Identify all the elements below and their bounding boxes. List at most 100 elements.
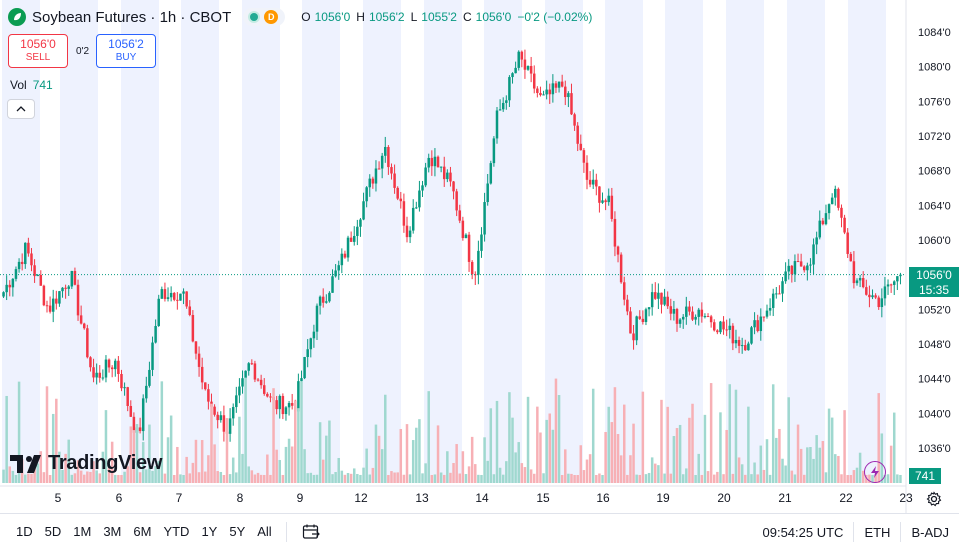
volume-bar <box>396 472 399 483</box>
volume-bar <box>725 429 728 483</box>
candle-body <box>716 330 719 333</box>
range-ytd-button[interactable]: YTD <box>163 524 190 539</box>
candle-body <box>784 271 787 282</box>
candle-body <box>452 181 455 192</box>
volume-bar <box>405 424 409 483</box>
volume-bar <box>253 474 257 483</box>
utc-clock[interactable]: 09:54:25 UTC <box>762 524 844 540</box>
range-6m-button[interactable]: 6M <box>133 524 152 539</box>
volume-legend[interactable]: Vol 741 <box>10 78 53 92</box>
volume-bar <box>433 474 437 483</box>
range-all-button[interactable]: All <box>257 524 272 539</box>
volume-bar <box>67 439 70 483</box>
range-1d-button[interactable]: 1D <box>16 524 33 539</box>
buy-button[interactable]: 1056'2 BUY <box>96 34 156 68</box>
candle-body <box>92 367 95 378</box>
volume-bar <box>740 464 744 483</box>
candle-body <box>300 378 303 382</box>
volume-bar <box>55 398 58 483</box>
range-1y-button[interactable]: 1Y <box>201 524 218 539</box>
volume-bar <box>759 445 763 483</box>
collapse-legend-button[interactable] <box>7 99 35 119</box>
volume-bar <box>818 447 822 483</box>
candle-body <box>48 305 52 312</box>
candle-body <box>297 381 300 412</box>
range-3m-button[interactable]: 3M <box>103 524 122 539</box>
settings-gear-icon[interactable] <box>925 490 943 508</box>
tradingview-logo[interactable]: TradingView <box>10 452 162 475</box>
volume-bar <box>539 432 542 483</box>
lightning-icon[interactable] <box>864 461 886 483</box>
volume-bar <box>17 381 21 483</box>
candle-body <box>405 225 409 238</box>
volume-bar <box>247 466 250 483</box>
volume-bar <box>632 423 635 483</box>
volume-bar <box>570 473 573 483</box>
chart-area[interactable]: 1084'0 1080'0 1076'0 1072'0 1068'0 1064'0 1060… <box>0 0 959 513</box>
candle-body <box>256 379 260 381</box>
candle-body <box>402 201 406 226</box>
candle-body <box>216 414 219 421</box>
volume-bar <box>734 389 738 483</box>
volume-bar <box>362 467 365 483</box>
volume-bar <box>694 474 697 483</box>
volume-bar <box>697 453 700 483</box>
volume-bar <box>11 470 15 483</box>
volume-bar <box>548 413 552 483</box>
volume-bar <box>598 473 601 483</box>
candle-body <box>654 292 657 299</box>
volume-bar <box>408 474 412 483</box>
volume-bar <box>359 474 362 483</box>
candlestick-chart[interactable]: 1084'0 1080'0 1076'0 1072'0 1068'0 1064'0 1060… <box>0 0 959 513</box>
candle-body <box>657 292 660 299</box>
volume-bar <box>123 471 126 483</box>
volume-bar <box>92 461 95 483</box>
candle-body <box>89 357 92 368</box>
volume-bar <box>855 467 859 483</box>
candle-body <box>703 316 707 318</box>
calendar-range-icon[interactable] <box>301 522 321 542</box>
volume-bar <box>564 449 567 483</box>
volume-bar <box>204 471 207 483</box>
candle-body <box>675 309 679 324</box>
volume-bar <box>619 455 623 483</box>
candle-body <box>2 292 5 297</box>
candle-body <box>58 291 61 304</box>
adjustment-toggle[interactable]: B-ADJ <box>911 524 949 540</box>
price-tick-label: 1080'0 <box>918 62 951 74</box>
volume-bar <box>622 404 626 483</box>
candle-body <box>145 385 148 399</box>
volume-bar <box>892 412 896 483</box>
candle-body <box>185 291 188 307</box>
candle-body <box>834 188 837 198</box>
volume-bar <box>374 424 378 483</box>
candle-body <box>799 261 803 267</box>
volume-bar <box>294 400 297 483</box>
toolbar-divider <box>285 521 287 542</box>
last-price-value: 1056'0 <box>916 268 952 282</box>
volume-bar <box>511 417 514 483</box>
range-5d-button[interactable]: 5D <box>44 524 62 539</box>
candle-body <box>781 281 784 294</box>
volume-legend-label: Vol <box>10 78 27 92</box>
range-1m-button[interactable]: 1M <box>73 524 92 539</box>
candle-body <box>889 284 893 286</box>
session-toggle[interactable]: ETH <box>864 524 891 540</box>
time-tick-label: 23 <box>899 491 913 505</box>
range-5y-button[interactable]: 5Y <box>229 524 246 539</box>
candle-body <box>281 395 285 415</box>
candle-body <box>660 292 663 305</box>
volume-bar <box>449 472 452 483</box>
candle-body <box>356 226 359 236</box>
session-band <box>484 0 522 483</box>
volume-bar <box>834 454 837 483</box>
candle-body <box>598 186 601 203</box>
sell-button[interactable]: 1056'0 SELL <box>8 34 68 68</box>
symbol-title[interactable]: Soybean Futures · 1h · CBOT <box>32 8 232 26</box>
ohlc-close-value: 1056'0 <box>475 10 512 24</box>
candle-body <box>172 292 176 300</box>
volume-bar <box>815 435 818 483</box>
candle-body <box>387 146 390 168</box>
volume-bar <box>365 448 368 483</box>
market-status-pill[interactable]: D <box>243 8 286 26</box>
